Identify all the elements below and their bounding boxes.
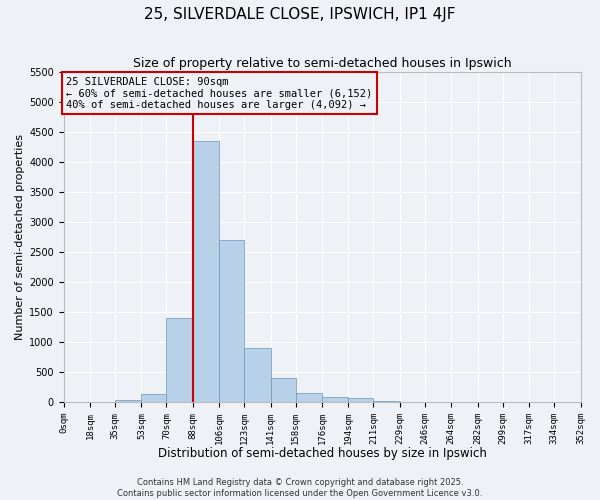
Bar bbox=[349, 398, 373, 402]
X-axis label: Distribution of semi-detached houses by size in Ipswich: Distribution of semi-detached houses by … bbox=[158, 447, 487, 460]
Bar bbox=[219, 240, 244, 402]
Bar bbox=[166, 318, 193, 402]
Bar bbox=[115, 400, 142, 402]
Y-axis label: Number of semi-detached properties: Number of semi-detached properties bbox=[15, 134, 25, 340]
Bar bbox=[244, 348, 271, 402]
Bar bbox=[296, 393, 322, 402]
Bar bbox=[373, 401, 400, 402]
Title: Size of property relative to semi-detached houses in Ipswich: Size of property relative to semi-detach… bbox=[133, 58, 511, 70]
Text: 25 SILVERDALE CLOSE: 90sqm
← 60% of semi-detached houses are smaller (6,152)
40%: 25 SILVERDALE CLOSE: 90sqm ← 60% of semi… bbox=[66, 76, 373, 110]
Text: Contains HM Land Registry data © Crown copyright and database right 2025.
Contai: Contains HM Land Registry data © Crown c… bbox=[118, 478, 482, 498]
Bar bbox=[271, 378, 296, 402]
Bar bbox=[193, 141, 219, 402]
Bar bbox=[142, 394, 166, 402]
Text: 25, SILVERDALE CLOSE, IPSWICH, IP1 4JF: 25, SILVERDALE CLOSE, IPSWICH, IP1 4JF bbox=[144, 8, 456, 22]
Bar bbox=[322, 397, 349, 402]
